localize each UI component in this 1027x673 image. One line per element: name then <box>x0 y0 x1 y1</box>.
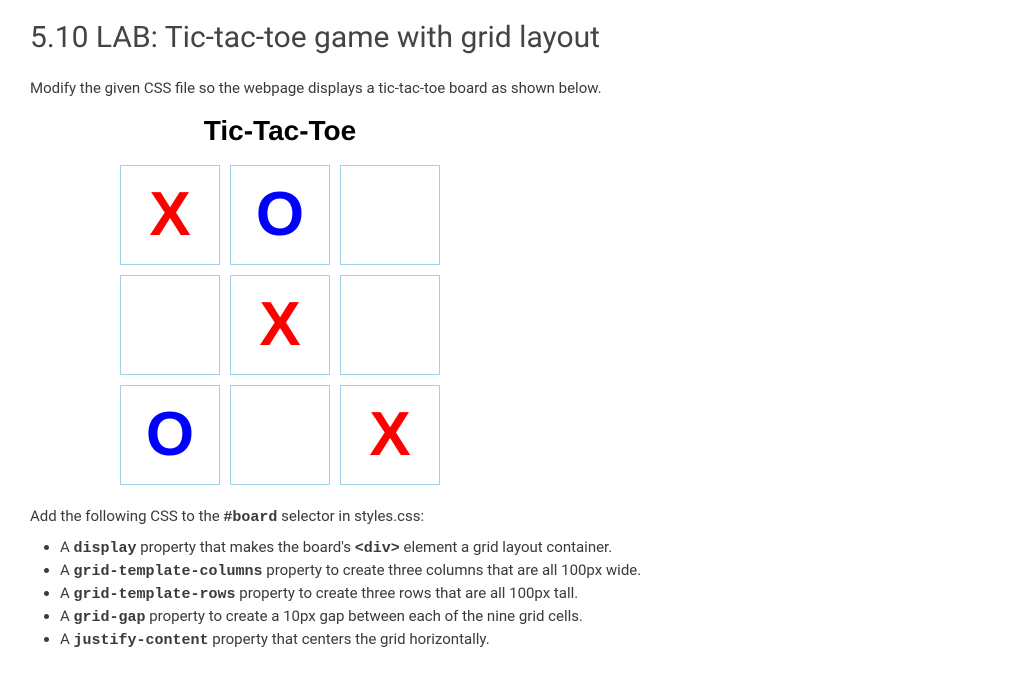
instr-prefix: Add the following CSS to the <box>30 507 223 525</box>
req-text: property to create a 10px gap between ea… <box>146 607 583 625</box>
board-cell: X <box>340 385 440 485</box>
board-cell: X <box>230 275 330 375</box>
req-text: A <box>60 584 74 602</box>
req-code: grid-template-rows <box>74 586 236 603</box>
req-text: A <box>60 607 74 625</box>
req-code: grid-gap <box>74 609 146 626</box>
req-text: A <box>60 630 74 648</box>
req-text: element a grid layout container. <box>400 538 612 556</box>
req-text: property that centers the grid horizonta… <box>209 630 490 648</box>
board-cell: X <box>120 165 220 265</box>
requirement-item: A display property that makes the board'… <box>60 538 997 557</box>
requirements-list: A display property that makes the board'… <box>60 538 997 649</box>
board-cell: O <box>230 165 330 265</box>
intro-paragraph: Modify the given CSS file so the webpage… <box>30 79 997 97</box>
instr-suffix: selector in styles.css: <box>277 507 424 525</box>
req-code: display <box>74 540 137 557</box>
requirement-item: A justify-content property that centers … <box>60 630 997 649</box>
instr-code: #board <box>223 509 277 526</box>
game-title: Tic-Tac-Toe <box>70 115 490 147</box>
req-code: grid-template-columns <box>74 563 263 580</box>
instructions-paragraph: Add the following CSS to the #board sele… <box>30 507 997 526</box>
board-cell: O <box>120 385 220 485</box>
requirement-item: A grid-template-columns property to crea… <box>60 561 997 580</box>
req-text: property that makes the board's <box>137 538 355 556</box>
requirement-item: A grid-template-rows property to create … <box>60 584 997 603</box>
req-text: A <box>60 538 74 556</box>
example-wrapper: Tic-Tac-Toe XOXOX <box>70 115 490 485</box>
page-title: 5.10 LAB: Tic-tac-toe game with grid lay… <box>30 20 997 55</box>
req-text: property to create three rows that are a… <box>236 584 579 602</box>
req-code: <div> <box>355 540 400 557</box>
req-code: justify-content <box>74 632 209 649</box>
req-text: property to create three columns that ar… <box>263 561 642 579</box>
req-text: A <box>60 561 74 579</box>
board-cell <box>340 275 440 375</box>
board-cell <box>230 385 330 485</box>
board-cell <box>340 165 440 265</box>
tictactoe-board: XOXOX <box>70 165 490 485</box>
board-cell <box>120 275 220 375</box>
requirement-item: A grid-gap property to create a 10px gap… <box>60 607 997 626</box>
